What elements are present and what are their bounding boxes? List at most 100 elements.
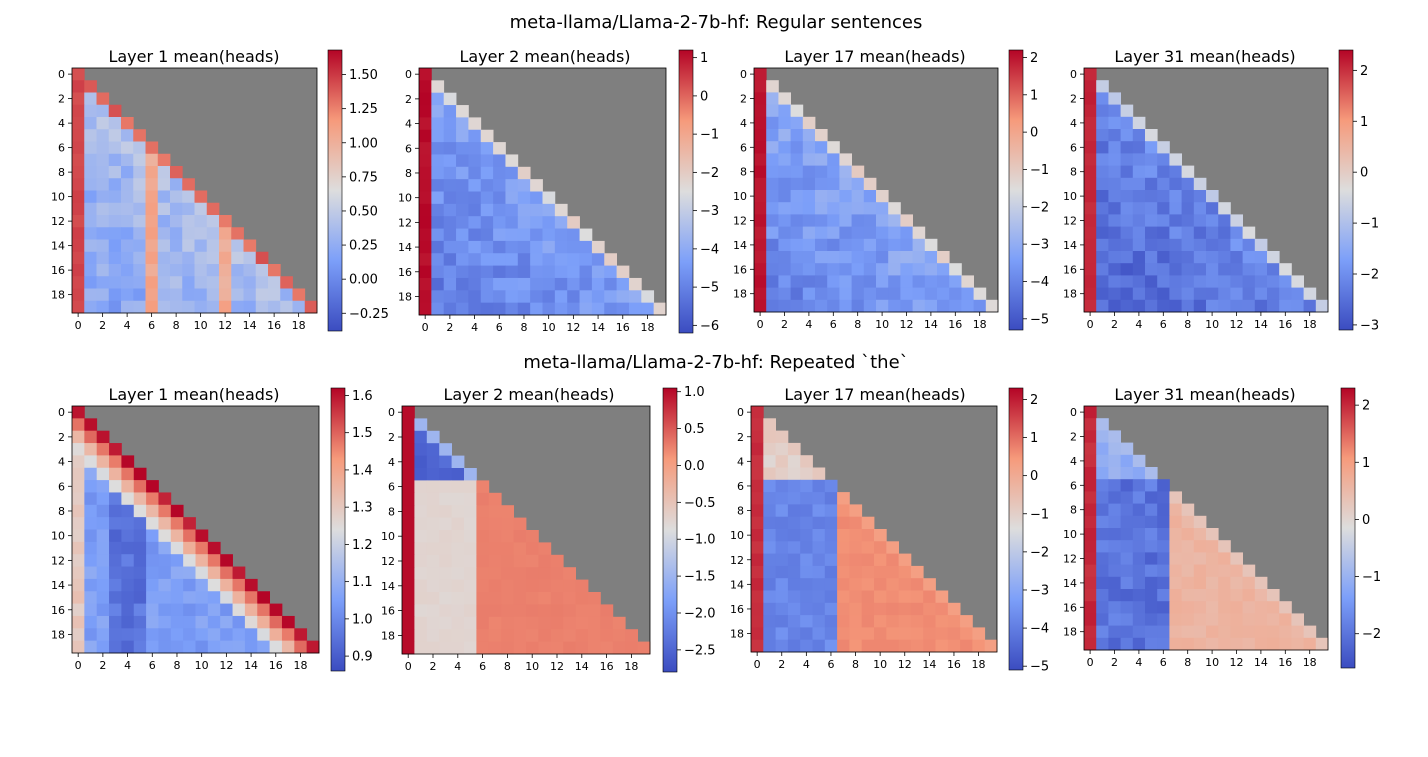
heatmap-cell: [1169, 226, 1182, 240]
heatmap-cell: [443, 277, 457, 291]
colorbar-tick-label: 1.1: [352, 575, 373, 590]
heatmap-cell: [207, 640, 221, 654]
heatmap-cell: [910, 615, 924, 628]
heatmap-cell: [513, 530, 527, 543]
heatmap-cell: [790, 238, 804, 252]
heatmap-cell: [517, 302, 531, 316]
heatmap-cell: [861, 578, 875, 591]
heatmap-cell: [517, 240, 531, 254]
heatmap-cell: [443, 129, 457, 143]
heatmap-cell: [146, 517, 159, 530]
heatmap-cell: [751, 442, 764, 456]
heatmap-cell: [402, 418, 415, 432]
heatmap-cell: [157, 153, 171, 167]
heatmap-cell: [763, 541, 776, 554]
heatmap-cell: [170, 566, 184, 580]
heatmap-cell: [1254, 299, 1268, 313]
heatmap-cell: [1132, 503, 1146, 517]
heatmap-cell: [133, 566, 147, 580]
heatmap-cell: [157, 215, 171, 228]
heatmap-cell: [837, 590, 850, 604]
heatmap-cell: [910, 590, 924, 604]
heatmap-cell: [1157, 503, 1170, 517]
heatmap-cell: [800, 479, 813, 493]
heatmap-cell: [628, 302, 642, 316]
heatmap-cell: [268, 276, 281, 289]
y-tick-label: 0: [388, 406, 395, 419]
heatmap-cell: [1145, 214, 1158, 227]
heatmap-cell: [480, 179, 494, 192]
heatmap-cell: [526, 629, 539, 642]
heatmap-cell: [170, 640, 184, 654]
colorbar-tick-label: 0.50: [349, 204, 378, 219]
heatmap-cell: [575, 592, 589, 605]
heatmap-cell: [72, 529, 85, 543]
colorbar-tick-label: −2: [1362, 627, 1381, 642]
heatmap-cell: [1230, 226, 1243, 240]
heatmap-cell: [182, 276, 195, 289]
colorbar: [678, 49, 694, 334]
heatmap-cell: [108, 104, 122, 118]
heatmap-cell: [766, 80, 779, 93]
heatmap-cell: [84, 467, 98, 481]
x-tick-label: 4: [471, 321, 478, 334]
heatmap-cell: [888, 275, 901, 288]
heatmap-cell: [195, 529, 209, 543]
x-tick-label: 2: [430, 660, 437, 673]
heatmap-cell: [133, 529, 147, 543]
heatmap-cell: [476, 604, 490, 618]
heatmap-cell: [1193, 299, 1207, 313]
heatmap-cell: [766, 129, 779, 142]
heatmap-cell: [790, 299, 804, 313]
heatmap-cell: [526, 579, 539, 593]
heatmap-cell: [530, 265, 543, 279]
heatmap-cell: [550, 579, 564, 593]
heatmap-cell: [766, 116, 779, 130]
heatmap-cell: [121, 276, 134, 289]
heatmap-cell: [1120, 177, 1134, 191]
heatmap-cell: [133, 202, 146, 216]
heatmap-cell: [480, 277, 494, 291]
heatmap-cell: [827, 226, 840, 240]
heatmap-cell: [1193, 564, 1207, 578]
heatmap-cell: [839, 287, 852, 301]
heatmap-cell: [84, 504, 98, 518]
heatmap-cell: [468, 191, 482, 205]
heatmap-cell: [812, 541, 826, 554]
heatmap-cell: [170, 251, 183, 265]
heatmap-cell: [244, 603, 258, 617]
heatmap-cell: [443, 154, 457, 168]
heatmap-cell: [754, 226, 767, 240]
heatmap-cell: [790, 177, 804, 191]
heatmap-cell: [812, 627, 826, 641]
heatmap-cell: [1132, 491, 1146, 504]
heatmap-cell: [109, 541, 122, 555]
heatmap-cell: [414, 480, 428, 494]
heatmap-cell: [419, 68, 432, 81]
heatmap-cell: [426, 567, 440, 580]
heatmap-cell: [812, 467, 826, 481]
heatmap-cell: [935, 615, 949, 628]
heatmap-cell: [1181, 263, 1195, 276]
heatmap-cell: [790, 214, 804, 227]
heatmap-cell: [1157, 202, 1170, 215]
heatmap-cell: [754, 287, 767, 301]
heatmap-cell: [108, 227, 122, 240]
heatmap-cell: [402, 567, 415, 580]
heatmap-cell: [579, 277, 593, 291]
heatmap-cell: [1230, 299, 1243, 313]
colorbar-tick-label: 1: [1360, 115, 1368, 130]
y-tick-label: 18: [730, 628, 744, 641]
heatmap-cell: [1157, 552, 1170, 565]
heatmap-cell: [1181, 625, 1195, 639]
heatmap-cell: [145, 190, 159, 204]
r1p1-title: Layer 1 mean(heads): [108, 47, 279, 66]
heatmap-cell: [121, 517, 135, 530]
heatmap-cell: [72, 129, 85, 142]
y-tick-label: 0: [58, 406, 65, 419]
heatmap-cell: [1108, 479, 1121, 492]
heatmap-cell: [195, 591, 209, 604]
heatmap-cell: [563, 616, 576, 630]
heatmap-cell: [121, 129, 134, 142]
x-tick-label: 12: [219, 659, 233, 672]
